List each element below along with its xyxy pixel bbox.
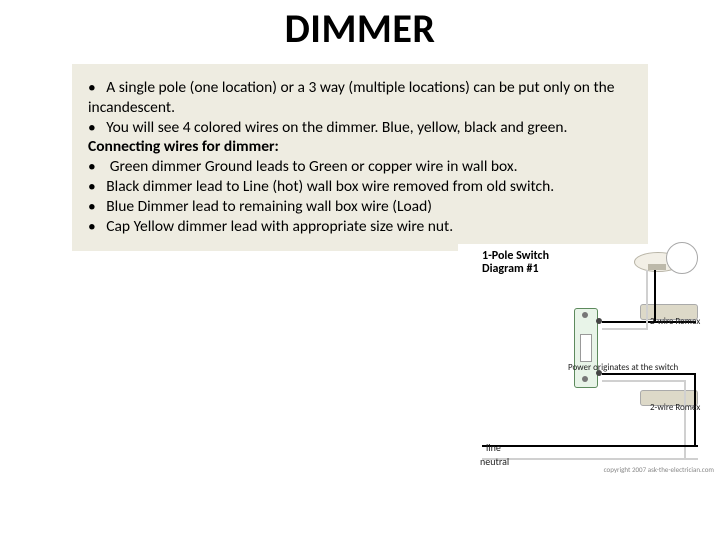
bullet-text: A single pole (one location) or a 3 way … <box>88 78 615 117</box>
slide: DIMMER • A single pole (one location) or… <box>0 0 720 540</box>
diagram-title: 1-Pole Switch Diagram #1 <box>482 250 549 276</box>
switch-toggle-icon <box>580 334 592 362</box>
subheading: Connecting wires for dimmer: <box>88 137 632 157</box>
bulb-glass-icon <box>666 242 698 274</box>
wire-neutral-main <box>482 458 698 460</box>
label-romex-bottom: 2-wire Romex <box>650 402 700 413</box>
bullet-item: • Cap Yellow dimmer lead with appropriat… <box>88 217 632 237</box>
content-box: • A single pole (one location) or a 3 wa… <box>72 64 648 251</box>
bullet-item: • Blue Dimmer lead to remaining wall box… <box>88 197 632 217</box>
screw-icon <box>582 312 588 318</box>
bullet-item: • Green dimmer Ground leads to Green or … <box>88 157 632 177</box>
bullet-text: Black dimmer lead to Line (hot) wall box… <box>106 177 554 196</box>
wire-neutral <box>646 270 648 330</box>
wire-hot <box>694 373 696 429</box>
slide-title: DIMMER <box>0 4 720 53</box>
label-line: line <box>486 441 501 454</box>
label-power-note: Power originates at the switch <box>568 362 678 373</box>
wire-hot <box>694 427 696 447</box>
bullet-item: • You will see 4 colored wires on the di… <box>88 118 632 138</box>
label-copyright: copyright 2007 ask-the-electrician.com <box>604 465 714 474</box>
bullet-item: • A single pole (one location) or a 3 wa… <box>88 78 632 118</box>
bullet-item: • Black dimmer lead to Line (hot) wall b… <box>88 177 632 197</box>
screw-icon <box>582 376 588 382</box>
label-neutral: neutral <box>480 455 509 468</box>
label-romex-top: 2-wire Romex <box>650 316 700 327</box>
wire-hot <box>602 373 696 375</box>
bullet-text: Blue Dimmer lead to remaining wall box w… <box>106 197 432 216</box>
bulb-socket-icon <box>648 264 666 270</box>
wire-neutral <box>602 328 648 330</box>
bullet-text: You will see 4 colored wires on the dimm… <box>106 118 567 137</box>
bullet-text: Green dimmer Ground leads to Green or co… <box>110 157 518 176</box>
bullet-text: Cap Yellow dimmer lead with appropriate … <box>106 217 453 236</box>
wire-neutral <box>602 380 686 382</box>
wiring-diagram: 1-Pole Switch Diagram #1 2-wire Romex 2-… <box>458 244 720 476</box>
wire-line <box>482 445 698 447</box>
